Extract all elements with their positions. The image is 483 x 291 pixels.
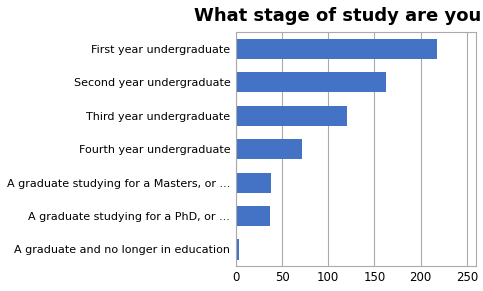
- Bar: [236, 39, 437, 59]
- Bar: [236, 206, 270, 226]
- Bar: [236, 72, 386, 92]
- Title: What stage of study are you at?: What stage of study are you at?: [194, 7, 483, 25]
- Bar: [236, 239, 239, 260]
- Bar: [236, 106, 347, 126]
- Bar: [236, 139, 302, 159]
- Bar: [236, 173, 271, 193]
